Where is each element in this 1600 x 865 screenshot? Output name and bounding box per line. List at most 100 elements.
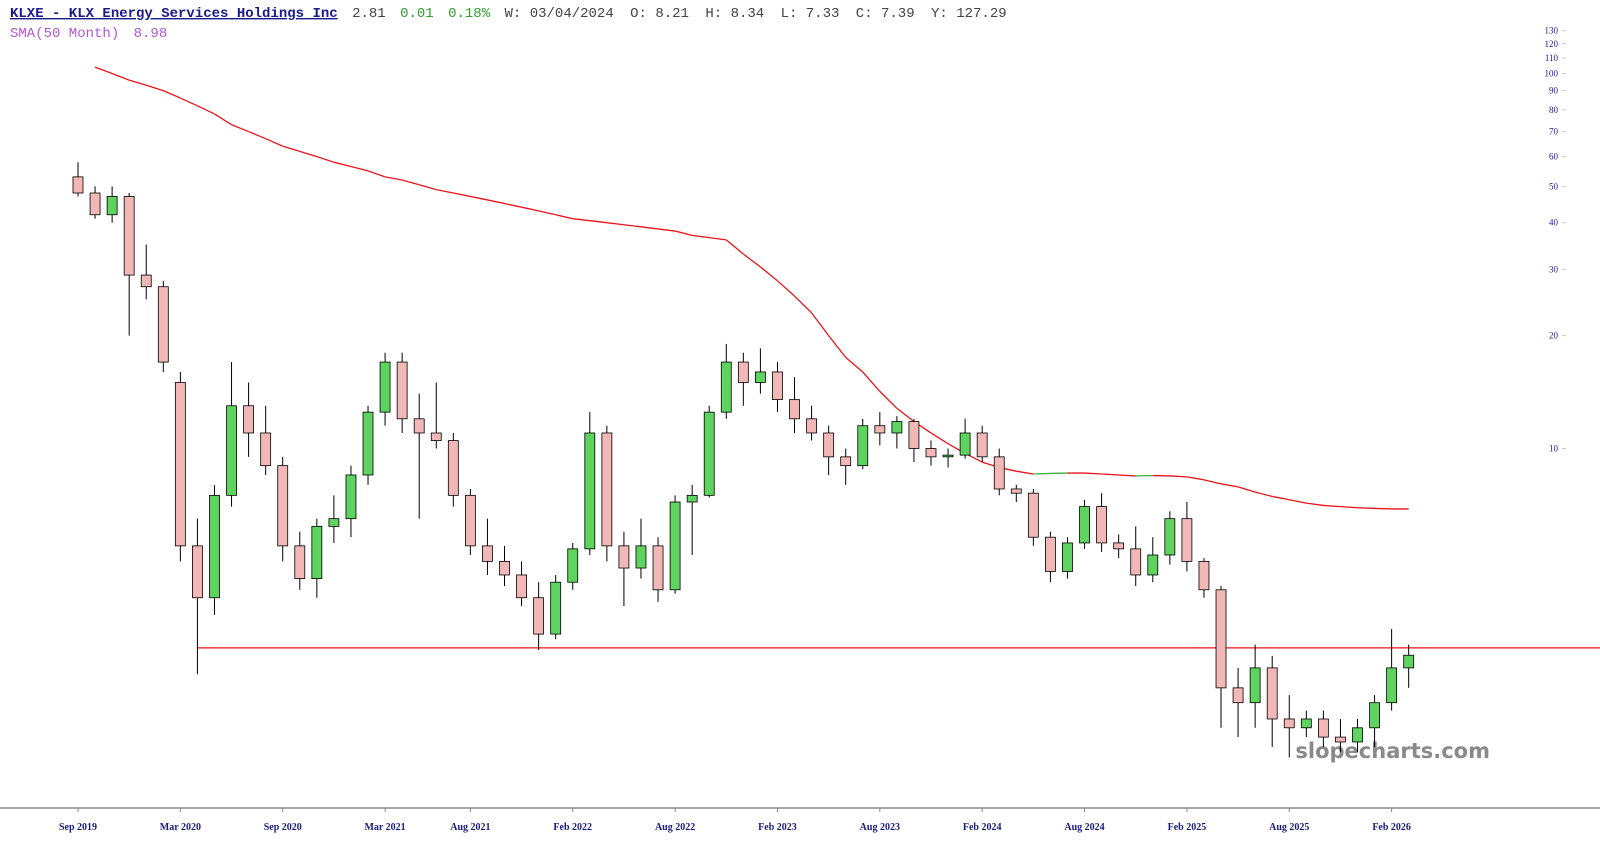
sma-line xyxy=(606,222,624,226)
sma-line xyxy=(777,280,795,297)
candle-body xyxy=(345,474,357,520)
sma-line xyxy=(1118,474,1136,477)
candle-body xyxy=(891,421,903,434)
sma-line xyxy=(572,218,590,222)
y-tick-label: 60 xyxy=(1549,152,1559,162)
candle-body xyxy=(1386,667,1398,704)
candle-body xyxy=(1147,554,1159,576)
sma-line xyxy=(1033,472,1051,475)
sma-line xyxy=(367,170,386,178)
x-tick-label: Feb 2022 xyxy=(553,822,592,833)
low: L: 7.33 xyxy=(781,6,840,22)
candle-body xyxy=(516,574,527,599)
ticker-title[interactable]: KLXE - KLX Energy Services Holdings Inc xyxy=(10,6,338,22)
candle-body xyxy=(499,560,510,576)
candle-body xyxy=(447,440,459,496)
sma-line xyxy=(265,138,283,147)
sma-line xyxy=(401,179,420,186)
candle-body xyxy=(1249,667,1261,704)
sma-line xyxy=(828,335,847,358)
candle-body xyxy=(464,494,476,547)
sma-line xyxy=(896,407,915,423)
candle-body xyxy=(823,432,835,458)
candle-body xyxy=(396,361,408,420)
candle-body xyxy=(755,371,766,383)
y-tick-label: 130 xyxy=(1545,26,1559,36)
sma-line xyxy=(1101,473,1119,476)
candle-body xyxy=(686,494,698,503)
sma-line xyxy=(419,184,437,191)
sma-line xyxy=(640,226,659,230)
y-tick-label: 40 xyxy=(1549,218,1559,228)
change-pct: 0.18% xyxy=(448,6,491,22)
candle-body xyxy=(669,501,681,591)
candle-body xyxy=(1369,702,1380,729)
candle-body xyxy=(1352,727,1363,743)
candle-body xyxy=(209,494,220,599)
sma-line xyxy=(1084,472,1102,475)
x-tick-label: Feb 2023 xyxy=(758,822,797,833)
sma-line xyxy=(1340,505,1358,509)
candle-body xyxy=(840,456,852,467)
candle-body xyxy=(550,581,562,635)
candle-body xyxy=(942,454,954,458)
candle-body xyxy=(174,382,186,547)
x-tick-label: Sep 2020 xyxy=(264,822,302,833)
x-tick-label: Sep 2019 xyxy=(59,822,97,833)
y-tick-label: 80 xyxy=(1549,105,1559,115)
date: W: 03/04/2024 xyxy=(505,6,614,22)
candle-body xyxy=(260,432,272,467)
change: 0.01 xyxy=(400,6,434,22)
candle-body xyxy=(652,545,664,591)
sma-line xyxy=(1254,491,1273,498)
sma-line xyxy=(1323,504,1341,508)
candle-body xyxy=(1096,506,1107,544)
sma-line xyxy=(504,202,522,208)
candle-body xyxy=(1130,548,1142,576)
candle-body xyxy=(1027,492,1039,538)
sma-line xyxy=(350,165,369,172)
candle-body xyxy=(584,432,596,550)
candle-body xyxy=(106,196,118,216)
sma-line xyxy=(282,145,300,152)
candle-body xyxy=(1300,718,1312,729)
sma-line xyxy=(521,206,539,212)
candle-body xyxy=(1062,542,1073,572)
open: O: 8.21 xyxy=(630,6,689,22)
sma-line xyxy=(538,210,556,216)
y-tick-label: 70 xyxy=(1549,127,1559,137)
candle-body xyxy=(243,405,255,434)
close: C: 7.39 xyxy=(856,6,915,22)
sma-line xyxy=(555,214,573,220)
candle-body xyxy=(857,425,869,467)
sma-line xyxy=(453,192,471,198)
sma-line xyxy=(197,105,215,115)
candle-body xyxy=(294,545,306,579)
candle-body xyxy=(1113,542,1125,550)
candle-body xyxy=(772,371,783,401)
sma-value: 8.98 xyxy=(134,26,168,42)
candle-body xyxy=(567,548,579,583)
candle-body xyxy=(413,418,425,434)
candle-body xyxy=(925,448,937,458)
candle-body xyxy=(908,421,920,449)
candle-body xyxy=(311,525,323,579)
sma-line xyxy=(299,150,318,158)
candle-body xyxy=(720,361,732,413)
sma-line xyxy=(930,432,949,445)
sma-line xyxy=(231,124,249,133)
candle-body xyxy=(1164,518,1176,556)
candle-body xyxy=(1283,718,1295,729)
sma-line xyxy=(709,236,727,241)
y-tick-label: 20 xyxy=(1549,331,1559,341)
sma-line xyxy=(436,189,454,194)
x-tick-label: Aug 2025 xyxy=(1269,822,1309,833)
candle-body xyxy=(482,545,493,562)
sma-line xyxy=(589,220,607,224)
sma-line xyxy=(248,130,266,140)
sma-line xyxy=(794,295,813,314)
sma-line xyxy=(811,312,830,336)
sma-line xyxy=(1169,475,1187,478)
candle-body xyxy=(1215,589,1227,689)
sma-line xyxy=(759,266,778,282)
